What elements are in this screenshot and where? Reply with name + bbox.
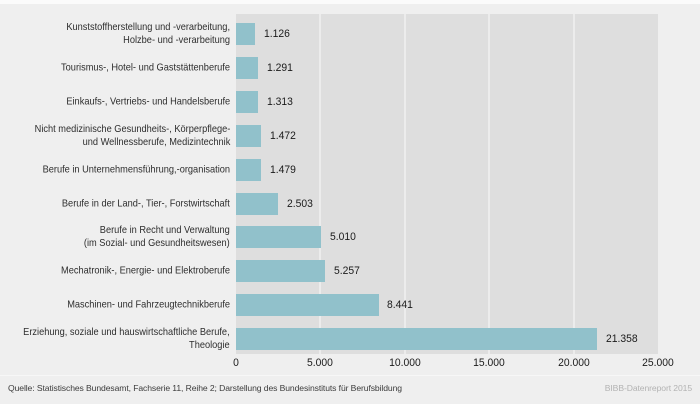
bar [236, 23, 255, 45]
x-tick-label: 0 [233, 357, 239, 369]
category-label-line: Berufe in Unternehmensführung,-organisat… [42, 163, 230, 176]
category-label-line: Berufe in der Land-, Tier-, Forstwirtsch… [62, 197, 230, 209]
category-label-line: Tourismus-, Hotel- und Gaststättenberufe [61, 61, 230, 74]
bar [236, 328, 597, 351]
value-label: 5.010 [329, 231, 356, 244]
category-label-line: Kunststoffherstellung und -verarbeitung, [66, 21, 230, 33]
gridline [403, 14, 406, 354]
value-label: 1.479 [269, 163, 296, 176]
category-label: Erziehung, soziale und hauswirtschaftlic… [24, 326, 230, 352]
category-label-line: Theologie [189, 339, 230, 352]
category-label-line: Maschinen- und Fahrzeugtechnikberufe [67, 298, 230, 311]
value-label: 1.472 [269, 129, 296, 142]
value-label: 1.291 [266, 61, 293, 74]
value-label: 8.441 [387, 299, 414, 312]
category-label: Tourismus-, Hotel- und Gaststättenberufe [61, 61, 230, 74]
category-label: Maschinen- und Fahrzeugtechnikberufe [67, 299, 230, 312]
bar [236, 124, 261, 147]
value-label: 1.126 [264, 28, 290, 40]
category-label: Mechatronik-, Energie- und Elektroberufe [61, 265, 230, 278]
category-label-line: Einkaufs-, Vertriebs- und Handelsberufe [66, 95, 230, 108]
category-label-line: (im Sozial- und Gesundheitswesen) [84, 237, 230, 250]
bar [236, 158, 261, 181]
x-tick-label: 25.000 [642, 357, 674, 369]
category-label: Berufe in Unternehmensführung,-organisat… [43, 163, 230, 176]
value-label: 1.313 [267, 95, 294, 108]
gridline [319, 14, 322, 354]
category-label: Kunststoffherstellung und -verarbeitung,… [66, 21, 230, 47]
value-label: 21.358 [605, 333, 638, 346]
bar [236, 56, 258, 79]
x-tick-label: 10.000 [388, 357, 421, 369]
category-label-line: Erziehung, soziale und hauswirtschaftlic… [23, 326, 230, 339]
gridline [488, 14, 491, 354]
x-tick-label: 15.000 [473, 357, 506, 369]
bar [236, 192, 279, 215]
bar [236, 260, 325, 283]
category-label: Berufe in Recht und Verwaltung (im Sozial… [84, 224, 230, 250]
category-label-line: Berufe in Recht und Verwaltung [100, 224, 230, 237]
gridline [572, 14, 575, 354]
category-label: Berufe in der Land-, Tier-, Forstwirtsch… [62, 197, 230, 210]
value-label: 2.503 [287, 197, 314, 210]
x-tick-label: 20.000 [557, 357, 590, 369]
category-label-line: und Wellnessberufe, Medizintechnik [82, 135, 230, 148]
bar [236, 90, 259, 113]
x-tick-label: 5.000 [307, 357, 334, 369]
bar [236, 226, 321, 249]
chart-footer: Quelle: Statistisches Bundesamt, Fachser… [0, 375, 700, 393]
category-label-line: Nicht medizinische Gesundheits-, Körperp… [34, 122, 230, 135]
value-label: 5.257 [333, 265, 360, 278]
source-note: Quelle: Statistisches Bundesamt, Fachser… [8, 383, 402, 393]
category-label: Einkaufs-, Vertriebs- und Handelsberufe [66, 95, 230, 108]
category-label-line: Holzbe- und -verarbeitung [123, 34, 230, 46]
category-label: Nicht medizinische Gesundheits-, Körperp… [34, 123, 230, 149]
report-credit: BIBB-Datenreport 2015 [604, 383, 692, 393]
bar [236, 294, 379, 317]
top-border-strip [0, 0, 700, 4]
category-label-line: Mechatronik-, Energie- und Elektroberufe [61, 264, 230, 277]
